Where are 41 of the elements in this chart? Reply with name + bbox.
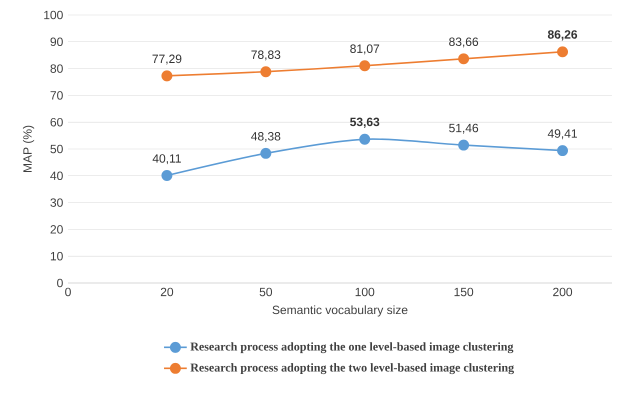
y-tick-label: 50 bbox=[50, 144, 63, 154]
point bbox=[458, 53, 470, 64]
data-label: 81,07 bbox=[350, 44, 380, 54]
data-label: 86,26 bbox=[548, 30, 578, 40]
data-label: 51,46 bbox=[449, 124, 478, 134]
data-label: 83,66 bbox=[449, 37, 478, 48]
point bbox=[458, 140, 470, 151]
x-tick-label: 100 bbox=[356, 288, 374, 296]
legend-label: Research process adopting the two level-based image clustering bbox=[190, 363, 514, 374]
point bbox=[557, 46, 568, 58]
y-tick-label: 20 bbox=[50, 225, 63, 234]
data-label: 77,29 bbox=[152, 54, 182, 64]
x-tick-label: 0 bbox=[65, 288, 71, 296]
point bbox=[557, 145, 568, 156]
y-tick-label: 80 bbox=[50, 64, 63, 73]
point bbox=[359, 134, 370, 145]
point bbox=[260, 66, 272, 78]
y-tick-label: 10 bbox=[50, 252, 63, 260]
point bbox=[359, 60, 370, 72]
data-label: 78,83 bbox=[251, 50, 280, 60]
data-label: 49,41 bbox=[548, 129, 577, 140]
y-tick-label: 70 bbox=[50, 91, 63, 100]
x-tick-label: 50 bbox=[260, 288, 272, 296]
legend-label: Research process adopting the one level-based image clustering bbox=[190, 342, 514, 354]
x-axis-title: Semantic vocabulary size bbox=[272, 305, 408, 317]
y-tick-label: 0 bbox=[57, 278, 63, 288]
y-tick-label: 60 bbox=[50, 118, 63, 126]
x-tick-label: 150 bbox=[454, 288, 474, 296]
y-tick-label: 40 bbox=[50, 172, 63, 180]
y-tick-label: 100 bbox=[44, 10, 63, 20]
data-label: 40,11 bbox=[152, 154, 181, 164]
y-axis-title: MAP (%) bbox=[22, 126, 34, 172]
y-tick-label: 30 bbox=[50, 198, 63, 207]
x-tick-label: 20 bbox=[160, 288, 174, 296]
x-tick-label: 200 bbox=[553, 288, 572, 296]
data-label: 48,38 bbox=[251, 132, 280, 142]
point bbox=[161, 170, 172, 181]
point bbox=[161, 70, 172, 82]
y-tick-label: 90 bbox=[50, 38, 63, 46]
data-label: 53,63 bbox=[350, 118, 380, 128]
point bbox=[260, 148, 272, 159]
